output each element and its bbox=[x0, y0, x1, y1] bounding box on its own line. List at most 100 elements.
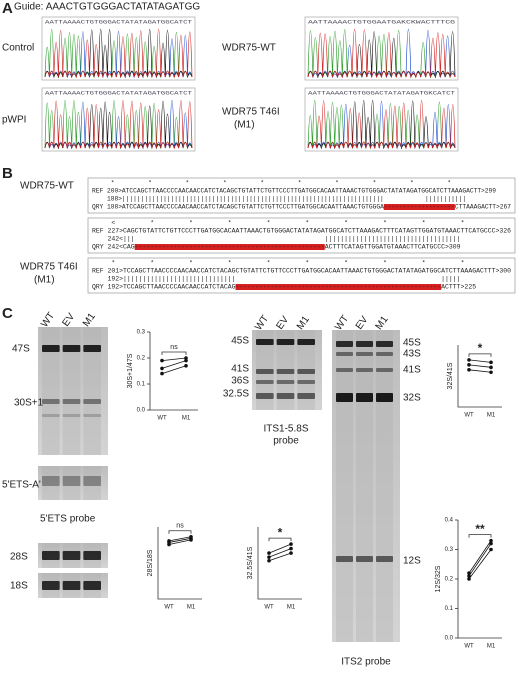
chromatogram-frame bbox=[41, 16, 196, 81]
x-tick-label: M1 bbox=[187, 605, 196, 611]
pair-line bbox=[161, 365, 187, 374]
gel-band bbox=[276, 380, 295, 384]
bracket bbox=[468, 353, 492, 357]
x-tick-label: WT bbox=[464, 413, 474, 419]
pair-line bbox=[468, 359, 492, 363]
band-label: 43S bbox=[403, 349, 421, 360]
band-label: 28S bbox=[10, 552, 28, 563]
sequence: AATTAAAACTGTGGGACTATATAGATGGCATCT bbox=[45, 19, 192, 25]
panel-letter: A bbox=[2, 0, 13, 17]
y-tick-label: 0.4 bbox=[445, 518, 454, 524]
gel-band bbox=[42, 399, 60, 404]
trace-peaks bbox=[44, 28, 193, 79]
y-axis-label: 30S+1/47S bbox=[127, 353, 134, 388]
alignment-line: 242<||| ||||||||||||||||||||||||||||||||… bbox=[92, 236, 461, 243]
gel-lane bbox=[356, 330, 373, 642]
gel-band bbox=[42, 581, 60, 590]
gel-band bbox=[83, 399, 101, 404]
data-point bbox=[489, 360, 493, 365]
gel-band bbox=[297, 339, 315, 345]
data-point bbox=[489, 538, 493, 543]
chromatogram-frame bbox=[304, 87, 459, 152]
band-label: 36S bbox=[231, 376, 249, 387]
pair-line bbox=[468, 543, 492, 577]
alignment-line: QRY 188>ATCCAGCTTAACCCCAACAACCATCTACAGCT… bbox=[92, 204, 511, 211]
data-point bbox=[160, 371, 164, 376]
band-label: 45S bbox=[231, 336, 249, 347]
band-label: 12S bbox=[403, 556, 421, 567]
gel-lane bbox=[376, 330, 393, 642]
gel-band bbox=[276, 339, 295, 345]
data-point bbox=[189, 534, 193, 539]
gel-band bbox=[62, 345, 81, 352]
y-axis-label: 32.5S/41S bbox=[247, 546, 254, 579]
alignment-line: REF 200>ATCCAGCTTAACCCCAACAACCATCTACAGCT… bbox=[92, 188, 496, 195]
gel-band bbox=[356, 556, 373, 562]
band-label: 30S+1 bbox=[14, 398, 44, 409]
block-label: (M1) bbox=[34, 275, 55, 286]
pair-line bbox=[268, 543, 292, 554]
block-label: WDR75 T46I bbox=[20, 262, 78, 273]
data-point bbox=[467, 571, 471, 575]
guide-text: Guide: AAACTGTGGGACTATATAGATGG bbox=[14, 2, 200, 13]
bracket bbox=[161, 351, 187, 355]
gel-band bbox=[336, 341, 353, 347]
band-label: 32.5S bbox=[223, 389, 249, 400]
data-point bbox=[160, 366, 164, 371]
trace-peaks bbox=[307, 99, 456, 150]
chromatogram-frame bbox=[41, 87, 196, 152]
gel-band bbox=[376, 556, 393, 562]
probe-label: probe bbox=[273, 436, 299, 447]
gel-band bbox=[83, 414, 101, 417]
pair-line bbox=[168, 536, 192, 542]
gel-band bbox=[356, 368, 373, 372]
alignment-line: 192>||||||||||||||||||||||||||||| ||||| bbox=[92, 276, 461, 283]
alignment-line: QRY 242<CAG-----------------------------… bbox=[92, 244, 461, 251]
gel-band bbox=[256, 393, 274, 399]
block-label: WDR75-WT bbox=[20, 181, 74, 192]
y-tick-label: 0.2 bbox=[445, 577, 454, 583]
data-point bbox=[489, 365, 493, 370]
lane-label: EV bbox=[354, 314, 371, 332]
gel-band bbox=[42, 414, 60, 417]
gel-band bbox=[62, 551, 81, 560]
x-tick-label: M1 bbox=[182, 416, 191, 422]
gel-band bbox=[376, 352, 393, 356]
y-tick-label: 0.1 bbox=[137, 382, 146, 388]
sequence: AATTAAAACTGTGGAATGAKCKWACTTTCG bbox=[308, 19, 455, 25]
y-tick-label: 0.0 bbox=[137, 408, 146, 414]
gel-band bbox=[297, 393, 315, 399]
gel-band bbox=[276, 369, 295, 374]
alignment-line: * * * * * * * * * * bbox=[92, 260, 464, 267]
sequence: AATTAAAACTGTGGGACTATATAGATGGCATCT bbox=[45, 90, 192, 96]
sequence: AATTAAAACTGTGGGACTATATAGATGKCATCT bbox=[308, 90, 455, 96]
probe-label: ITS2 probe bbox=[341, 657, 391, 668]
bracket bbox=[468, 534, 492, 538]
trace-label: WDR75-WT bbox=[222, 43, 276, 54]
x-tick-label: WT bbox=[264, 605, 274, 611]
gel-band bbox=[256, 369, 274, 374]
gel-band bbox=[356, 352, 373, 356]
x-tick-label: M1 bbox=[487, 644, 496, 650]
gel-lane bbox=[83, 327, 101, 455]
gel-lane bbox=[336, 330, 353, 642]
gel-band bbox=[83, 345, 101, 352]
pair-line bbox=[468, 549, 492, 580]
probe-label: 5'ETS probe bbox=[40, 514, 96, 525]
y-tick-label: 0.0 bbox=[445, 636, 454, 642]
y-tick-label: 0.3 bbox=[137, 330, 146, 336]
data-point bbox=[467, 577, 471, 581]
x-tick-label: WT bbox=[157, 416, 167, 422]
x-tick-label: M1 bbox=[287, 605, 296, 611]
axis bbox=[457, 520, 502, 639]
alignment-line: REF 201>TCCAGCTTAACCCCAACAACCATCTACAGCTG… bbox=[92, 268, 511, 275]
alignment-line: REF 227>CAGCTGTATTCTGTTCCCTTGATGGCACAATT… bbox=[92, 228, 511, 235]
y-tick-label: 0.3 bbox=[445, 547, 454, 553]
data-point bbox=[467, 574, 471, 578]
gel-lane bbox=[42, 466, 60, 500]
gel-band bbox=[336, 352, 353, 356]
gel-band bbox=[297, 380, 315, 384]
gel-band bbox=[376, 341, 393, 347]
band-label: 47S bbox=[12, 344, 30, 355]
